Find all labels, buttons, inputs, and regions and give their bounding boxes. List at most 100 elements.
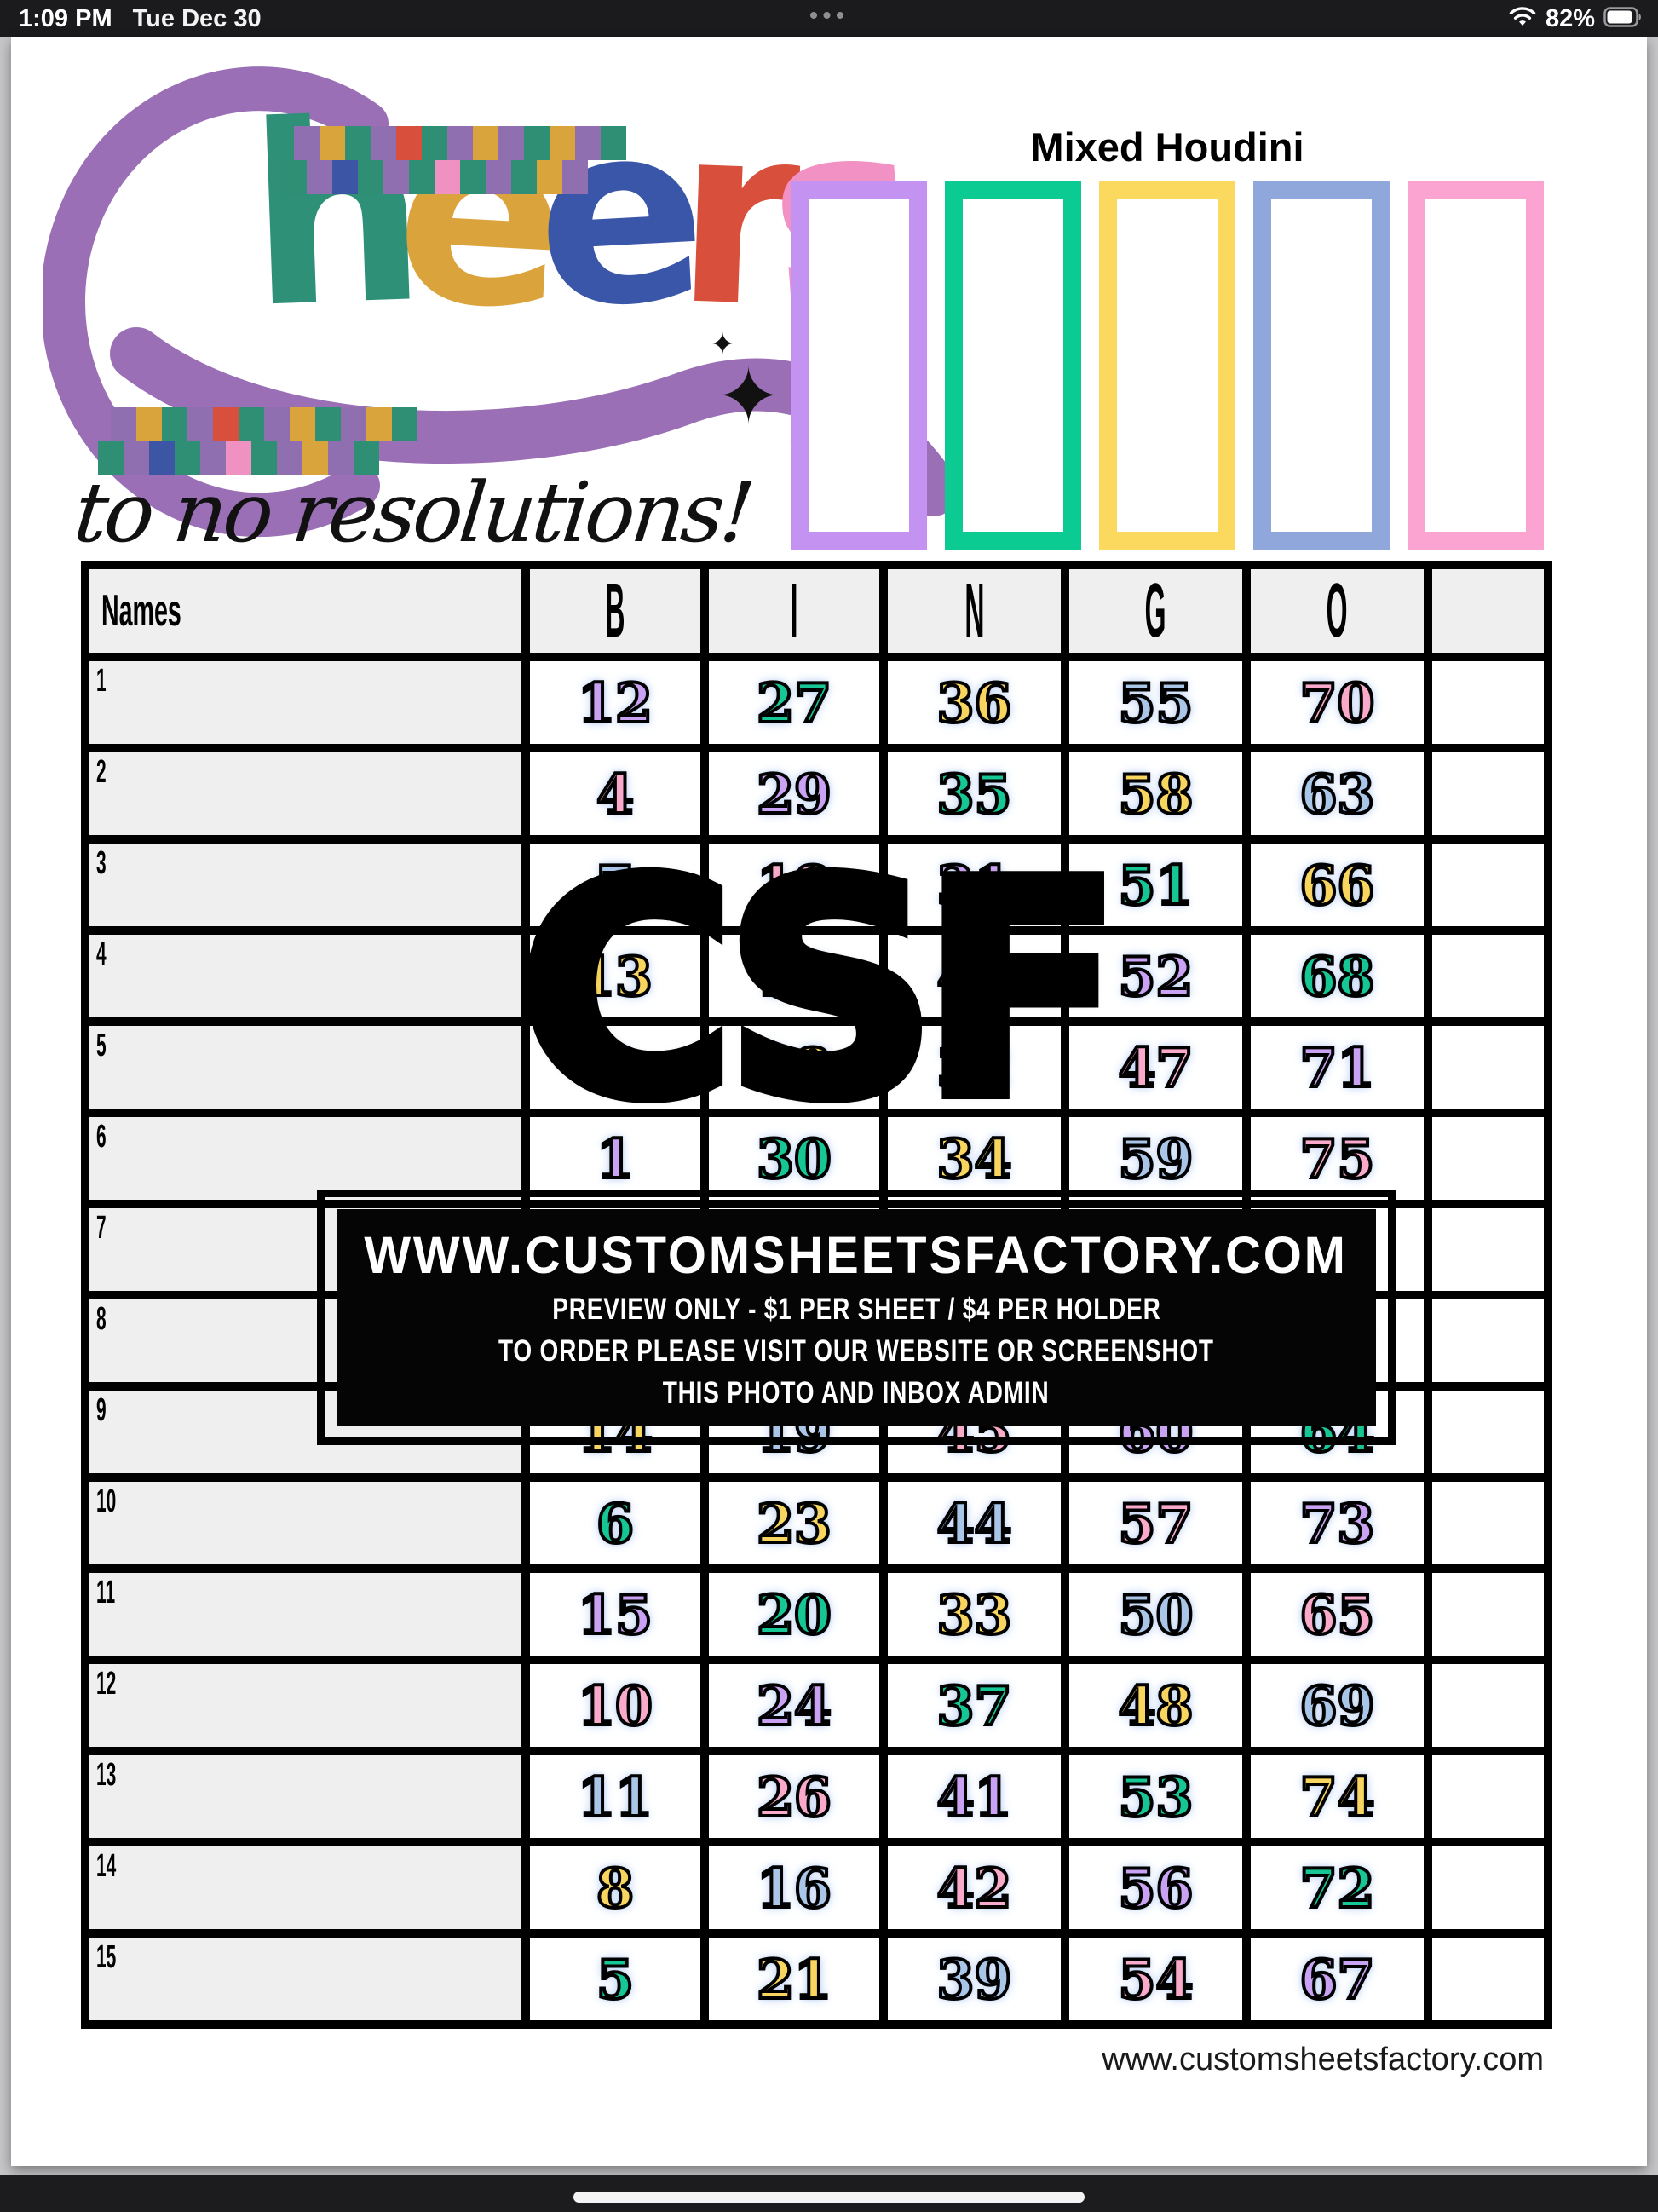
row-number-label: 9 (96, 1392, 107, 1428)
bingo-number-cell: 75 (1246, 1113, 1428, 1204)
bingo-header-letter: G (1145, 567, 1166, 654)
logo-tagline: to no resolutions! (70, 464, 756, 561)
name-entry-cell[interactable]: 11 (85, 1569, 526, 1660)
checker-square (447, 126, 473, 160)
bingo-number-cell: 18 (705, 839, 884, 930)
checker-square (366, 407, 392, 441)
row-number-label: 15 (96, 1939, 117, 1975)
checker-square (332, 160, 358, 194)
bingo-header-cell: B (526, 565, 705, 657)
sparkle-icon: ✦ (716, 354, 782, 441)
cheers-letter: e (389, 66, 544, 365)
bingo-number: 55 (1117, 670, 1195, 736)
extra-cell (1428, 1478, 1548, 1569)
name-entry-cell[interactable]: 14 (85, 1842, 526, 1933)
name-entry-cell[interactable]: 12 (85, 1660, 526, 1751)
checker-square (396, 126, 422, 160)
bingo-number: 24 (755, 1673, 833, 1739)
checker-square (315, 407, 341, 441)
name-entry-cell[interactable]: 3 (85, 839, 526, 930)
name-entry-cell[interactable]: 1 (85, 657, 526, 748)
bingo-number: 63 (1298, 761, 1377, 827)
checker-square (345, 126, 371, 160)
bingo-number-cell: 59 (1065, 1113, 1246, 1204)
bingo-number-cell: 1 (526, 1113, 705, 1204)
bingo-number: 33 (936, 1581, 1014, 1648)
name-entry-cell[interactable]: 4 (85, 930, 526, 1022)
checker-square (562, 160, 588, 194)
bingo-number-cell: 17 (705, 930, 884, 1022)
bingo-header-letter: N (964, 567, 985, 654)
extra-cell (1428, 657, 1548, 748)
multitasking-dots-icon[interactable]: ••• (809, 2, 849, 30)
name-entry-cell[interactable]: 6 (85, 1113, 526, 1204)
bingo-number: 20 (755, 1581, 833, 1648)
bingo-number-cell: 10 (526, 1660, 705, 1751)
checker-square (187, 407, 213, 441)
extra-cell (1428, 1751, 1548, 1842)
bingo-number-cell: 66 (1246, 839, 1428, 930)
game-title: Mixed Houdini (1030, 124, 1304, 170)
checker-square (486, 160, 511, 194)
bingo-number-cell: 37 (884, 1660, 1065, 1751)
name-entry-cell[interactable]: 13 (85, 1751, 526, 1842)
bingo-number: 42 (936, 1855, 1014, 1921)
checker-square (226, 441, 251, 475)
row-number-label: 1 (96, 663, 107, 699)
watermark-pricing: PREVIEW ONLY - $1 PER SHEET / $4 PER HOL… (551, 1292, 1161, 1326)
bingo-number: 52 (1117, 943, 1195, 1010)
bingo-number-cell: 3 (526, 1022, 705, 1113)
bingo-number-cell: 50 (1065, 1569, 1246, 1660)
bingo-number: 5 (595, 1946, 636, 2013)
checker-square (98, 441, 124, 475)
extra-cell (1428, 1386, 1548, 1478)
bingo-header-letter: O (1327, 567, 1348, 654)
bingo-number-cell: 58 (1065, 748, 1246, 839)
bingo-number-cell: 69 (1246, 1660, 1428, 1751)
bingo-number: 13 (576, 943, 654, 1010)
checker-square (537, 160, 562, 194)
bingo-number-cell: 16 (705, 1842, 884, 1933)
bingo-number: 8 (595, 1855, 636, 1921)
bingo-number-cell: 74 (1246, 1751, 1428, 1842)
checker-square (281, 160, 307, 194)
row-number-label: 2 (96, 754, 107, 790)
checker-square (162, 407, 187, 441)
bingo-number: 75 (1298, 1126, 1377, 1192)
holder-rect (791, 181, 927, 550)
bingo-number-cell: 65 (1246, 1569, 1428, 1660)
row-number-label: 4 (96, 936, 107, 972)
bingo-number-cell: 7 (526, 839, 705, 930)
bingo-number-cell: 47 (1065, 1022, 1246, 1113)
clock-time: 1:09 PM (19, 4, 112, 32)
bingo-number: 51 (1117, 852, 1195, 919)
bingo-number: 12 (576, 670, 654, 736)
bingo-header-cell: I (705, 565, 884, 657)
bingo-number-cell: 54 (1065, 1933, 1246, 2025)
bingo-number: 67 (1298, 1946, 1377, 2013)
bingo-number: 36 (936, 670, 1014, 736)
footer-site-url: www.customsheetsfactory.com (1102, 2042, 1544, 2077)
checker-square (200, 441, 226, 475)
extra-cell (1428, 1933, 1548, 2025)
bingo-number-cell: 28 (705, 1022, 884, 1113)
name-entry-cell[interactable]: 5 (85, 1022, 526, 1113)
bingo-number: 17 (755, 943, 833, 1010)
name-entry-cell[interactable]: 2 (85, 748, 526, 839)
checker-square (358, 160, 383, 194)
bingo-number-cell: 72 (1246, 1842, 1428, 1933)
bingo-number: 32 (936, 1034, 1014, 1101)
bingo-number: 29 (755, 761, 833, 827)
bingo-number: 39 (936, 1946, 1014, 2013)
bingo-number: 58 (1117, 761, 1195, 827)
bingo-number: 48 (1117, 1673, 1195, 1739)
name-entry-cell[interactable]: 10 (85, 1478, 526, 1569)
bingo-number: 27 (755, 670, 833, 736)
bingo-number: 30 (755, 1126, 833, 1192)
home-indicator[interactable] (573, 2192, 1085, 2203)
name-entry-cell[interactable]: 15 (85, 1933, 526, 2025)
checker-square (175, 441, 200, 475)
battery-icon (1603, 6, 1643, 32)
checker-square (149, 441, 175, 475)
bingo-number-cell: 63 (1246, 748, 1428, 839)
